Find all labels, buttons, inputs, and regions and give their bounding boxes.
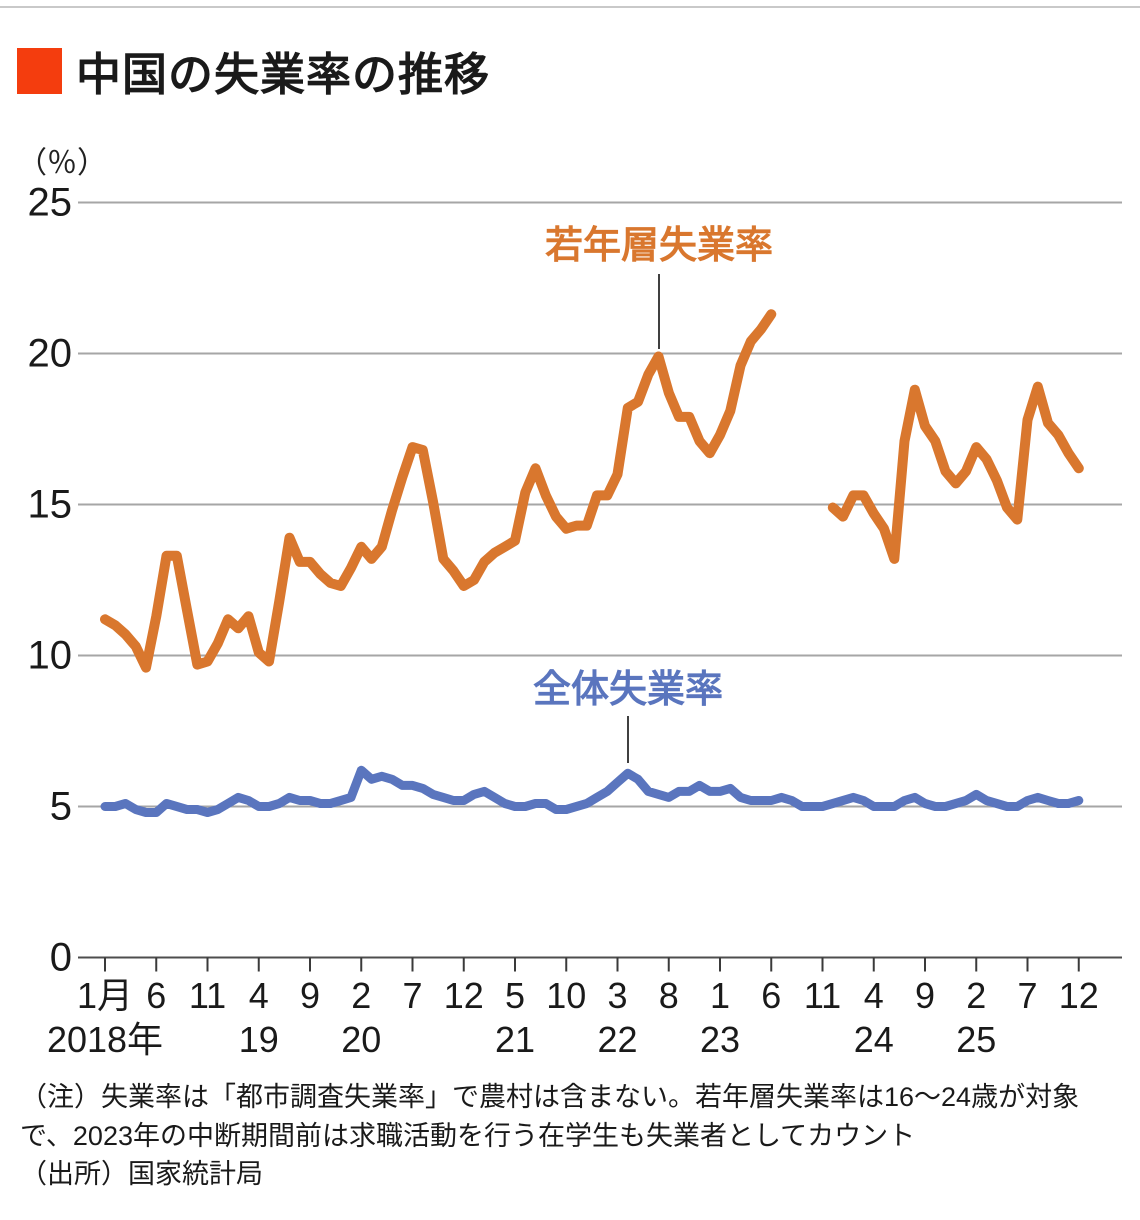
x-tick-year-label: 23 [700, 1019, 740, 1060]
y-tick-label: 10 [28, 634, 73, 678]
y-tick-label: 25 [28, 181, 73, 225]
y-tick-label: 5 [50, 785, 72, 829]
note-line-2: で、2023年の中断期間前は求職活動を行う在学生も失業者としてカウント [20, 1120, 916, 1151]
x-tick-month-label: 4 [864, 975, 884, 1016]
chart-title: 中国の失業率の推移 [76, 49, 491, 100]
x-tick-year-label: 22 [597, 1019, 637, 1060]
x-tick-month-label: 12 [444, 975, 484, 1016]
top-divider-rule [0, 6, 1140, 8]
x-tick-month-label: 1月 [77, 975, 133, 1016]
series-label-0: 若年層失業率 [545, 225, 773, 267]
source-line: （出所）国家統計局 [20, 1159, 263, 1190]
y-axis-unit-label: （％） [17, 147, 107, 180]
x-tick-year-label: 25 [956, 1019, 996, 1060]
series-line-overall [100, 765, 1084, 817]
x-tick-month-label: 12 [1059, 975, 1099, 1016]
x-tick-month-label: 1 [710, 975, 730, 1016]
x-tick-year-label: 19 [239, 1019, 279, 1060]
x-tick-month-label: 3 [607, 975, 627, 1016]
x-tick-month-label: 11 [189, 975, 226, 1016]
y-tick-label: 20 [28, 332, 73, 376]
note-line-1: （注）失業率は「都市調査失業率」で農村は含まない。若年層失業率は16～24歳が対… [20, 1082, 1080, 1112]
x-tick-month-label: 6 [146, 975, 166, 1016]
x-tick-year-label: 21 [495, 1019, 535, 1060]
x-tick-month-label: 2 [966, 975, 986, 1016]
x-tick-month-label: 4 [249, 975, 269, 1016]
series-label-1: 全体失業率 [533, 669, 723, 711]
title-bullet-square [17, 47, 62, 94]
x-tick-year-label: 20 [341, 1019, 381, 1060]
series-line-youth [100, 309, 1084, 673]
x-tick-month-label: 5 [505, 975, 525, 1016]
footnotes: （注）失業率は「都市調査失業率」で農村は含まない。若年層失業率は16～24歳が対… [20, 1078, 1124, 1194]
x-tick-month-label: 11 [804, 975, 841, 1016]
title-row: 中国の失業率の推移 [17, 38, 490, 103]
x-tick-month-label: 10 [546, 975, 586, 1016]
x-tick-month-label: 2 [351, 975, 371, 1016]
x-tick-year-label: 24 [854, 1019, 894, 1060]
x-tick-month-label: 6 [761, 975, 781, 1016]
x-tick-month-label: 7 [1017, 975, 1037, 1016]
x-tick-year-label: 2018年 [47, 1019, 163, 1060]
y-tick-label: 0 [50, 936, 72, 980]
x-tick-month-label: 7 [402, 975, 422, 1016]
y-tick-label: 15 [28, 483, 73, 527]
x-tick-month-label: 8 [659, 975, 679, 1016]
x-tick-month-label: 9 [300, 975, 320, 1016]
x-tick-month-label: 9 [915, 975, 935, 1016]
